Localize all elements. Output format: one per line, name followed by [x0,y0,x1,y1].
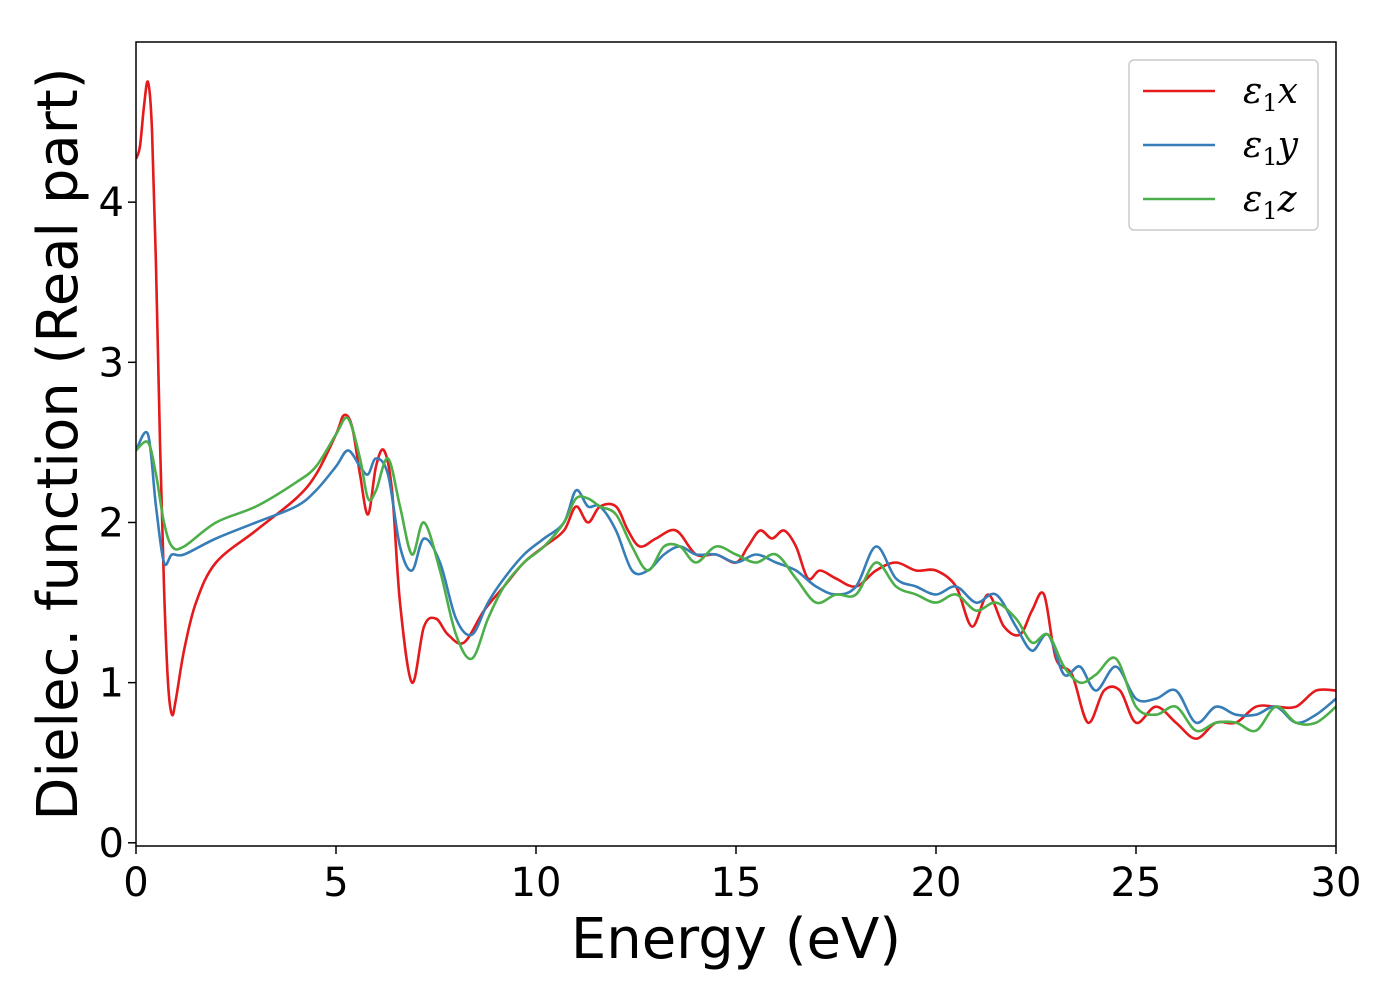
y-tick-label: 2 [99,500,124,546]
y-axis-label: Dielec. function (Real part) [26,67,91,820]
y-tick-label: 0 [99,821,124,867]
y-tick-label: 3 [99,340,124,386]
x-axis-label: Energy (eV) [571,907,901,972]
x-tick-label: 5 [323,860,348,906]
x-tick-label: 20 [911,860,962,906]
legend-label-main: ε [1243,71,1262,112]
y-tick-label: 1 [99,661,124,707]
x-tick-label: 15 [711,860,762,906]
plot-area [136,80,1336,740]
x-tick-label: 25 [1111,860,1162,906]
legend-label-sub: 1 [1262,89,1277,117]
x-tick-label: 0 [123,860,148,906]
series-line-x [136,80,1336,740]
legend-label-x: ε1x [1243,71,1298,117]
legend-label-z: ε1z [1243,179,1298,225]
x-tick-label: 30 [1311,860,1362,906]
y-tick-label: 4 [99,180,124,226]
legend-label-sub: 1 [1262,197,1277,225]
x-tick-label: 10 [511,860,562,906]
legend-box [1128,59,1319,231]
y-axis: 0 1 2 3 4 [99,180,136,867]
legend-label-main: ε [1243,125,1262,166]
legend-label-sub: 1 [1262,143,1277,171]
legend-label-tail: y [1276,125,1299,166]
legend-label-main: ε [1243,179,1262,220]
legend-label-tail: x [1278,71,1298,112]
legend-label-tail: z [1277,179,1298,220]
x-axis: 0 5 10 15 20 25 30 [123,846,1361,906]
series-line-z [136,416,1336,733]
legend-label-y: ε1y [1243,125,1299,171]
